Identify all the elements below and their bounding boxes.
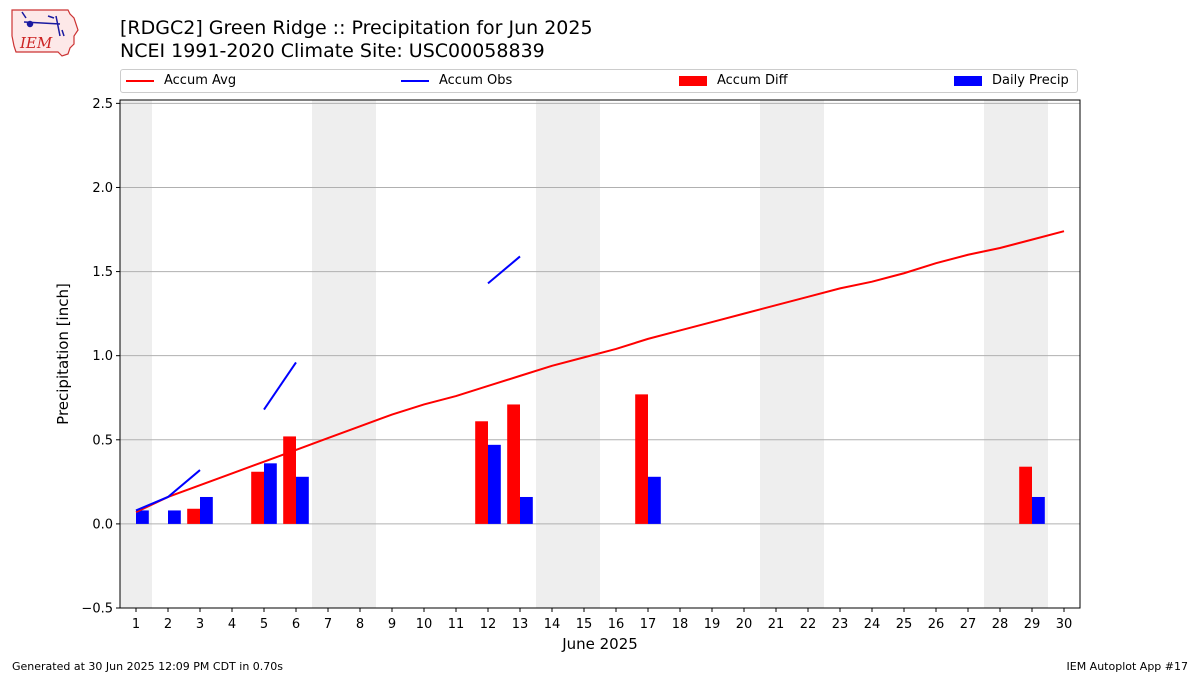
y-tick-label: −0.5 <box>81 602 113 617</box>
weekend-shade <box>536 100 600 608</box>
y-tick-label: 2.5 <box>92 97 113 112</box>
bars-group <box>136 394 1045 524</box>
weekend-shade <box>120 100 152 608</box>
x-tick-label: 12 <box>480 617 497 632</box>
y-tick-label: 2.0 <box>92 181 113 196</box>
legend-item-accum-diff: Accum Diff <box>679 73 788 88</box>
bar-daily-precip <box>264 463 277 524</box>
gridlines-group <box>120 102 1080 609</box>
x-tick-label: 4 <box>228 617 236 632</box>
chart-title: [RDGC2] Green Ridge :: Precipitation for… <box>120 17 593 39</box>
x-tick-label: 24 <box>864 617 881 632</box>
bar-accum-diff <box>507 404 520 524</box>
legend-item-accum-avg: Accum Avg <box>126 73 236 88</box>
bar-accum-diff <box>635 394 648 524</box>
legend-swatch-daily-precip <box>954 75 982 86</box>
bar-daily-precip <box>648 476 661 524</box>
weekend-shade <box>984 100 1048 608</box>
footer-app-text: IEM Autoplot App #17 <box>1066 660 1189 673</box>
x-tick-label: 21 <box>768 617 785 632</box>
footer-generated-text: Generated at 30 Jun 2025 12:09 PM CDT in… <box>12 660 284 673</box>
bar-accum-diff <box>283 436 296 524</box>
x-tick-label: 23 <box>832 617 849 632</box>
legend-label-accum-avg: Accum Avg <box>164 73 237 88</box>
x-tick-label: 19 <box>704 617 721 632</box>
x-tick-label: 2 <box>164 617 172 632</box>
x-ticks-group: 1 2 3 4 5 6 7 8 9 10 11 12 13 14 15 16 17 18 19 20 21 22 23 24 2… <box>132 608 1072 632</box>
legend-swatch-accum-diff <box>679 75 707 86</box>
legend-swatch-accum-obs <box>401 79 429 82</box>
x-tick-label: 3 <box>196 617 204 632</box>
line-accum-obs <box>263 361 297 411</box>
x-tick-label: 10 <box>416 617 433 632</box>
bar-accum-diff <box>187 508 200 524</box>
line-accum-obs <box>135 469 201 512</box>
bar-daily-precip <box>136 510 149 524</box>
weekend-shade <box>760 100 824 608</box>
bar-accum-diff <box>475 421 488 524</box>
legend-label-daily-precip: Daily Precip <box>992 73 1069 88</box>
bar-accum-diff <box>251 471 264 524</box>
x-tick-label: 1 <box>132 617 140 632</box>
x-tick-label: 5 <box>260 617 268 632</box>
chart-legend: Accum Avg Accum Obs Accum Diff Daily Pre… <box>120 69 1078 93</box>
plot-area-frame <box>119 99 1081 609</box>
lines-group <box>135 230 1065 514</box>
x-tick-label: 22 <box>800 617 817 632</box>
x-tick-label: 30 <box>1056 617 1073 632</box>
x-tick-label: 17 <box>640 617 657 632</box>
iem-logo: IEM <box>11 9 79 57</box>
y-tick-label: 0.0 <box>92 517 113 532</box>
bar-daily-precip <box>200 496 213 524</box>
bar-accum-diff <box>1019 466 1032 524</box>
y-tick-label: 1.5 <box>92 265 113 280</box>
weekend-shade <box>312 100 376 608</box>
bar-daily-precip <box>168 510 181 524</box>
x-tick-label: 25 <box>896 617 913 632</box>
legend-label-accum-diff: Accum Diff <box>717 73 788 88</box>
legend-item-daily-precip: Daily Precip <box>954 73 1069 88</box>
x-tick-label: 26 <box>928 617 945 632</box>
y-tick-label: 1.0 <box>92 349 113 364</box>
x-tick-label: 7 <box>324 617 332 632</box>
line-accum-obs <box>487 255 521 285</box>
x-tick-label: 6 <box>292 617 300 632</box>
x-tick-label: 13 <box>512 617 529 632</box>
bar-daily-precip <box>1032 496 1045 524</box>
x-axis-label: June 2025 <box>561 635 638 653</box>
x-tick-label: 14 <box>544 617 561 632</box>
x-tick-label: 9 <box>388 617 396 632</box>
bar-daily-precip <box>488 444 501 524</box>
legend-swatch-accum-avg <box>126 79 154 82</box>
legend-item-accum-obs: Accum Obs <box>401 73 512 88</box>
legend-label-accum-obs: Accum Obs <box>439 73 513 88</box>
x-tick-label: 28 <box>992 617 1009 632</box>
x-tick-label: 16 <box>608 617 625 632</box>
x-tick-label: 11 <box>448 617 465 632</box>
chart-subtitle: NCEI 1991-2020 Climate Site: USC00058839 <box>120 40 545 62</box>
line-accum-avg <box>135 230 1065 514</box>
x-tick-label: 29 <box>1024 617 1041 632</box>
x-tick-label: 27 <box>960 617 977 632</box>
x-tick-label: 8 <box>356 617 364 632</box>
y-tick-label: 0.5 <box>92 433 113 448</box>
x-tick-label: 20 <box>736 617 753 632</box>
bar-daily-precip <box>296 476 309 524</box>
x-tick-label: 15 <box>576 617 593 632</box>
x-tick-label: 18 <box>672 617 689 632</box>
y-ticks-group: −0.5 0.0 0.5 1.0 1.5 2.0 2.5 <box>81 97 120 617</box>
weather-instrument-icon <box>21 11 65 37</box>
bar-daily-precip <box>520 496 533 524</box>
weekend-shading-group <box>120 100 1048 608</box>
y-axis-label: Precipitation [inch] <box>54 283 72 425</box>
logo-text: IEM <box>19 34 53 52</box>
